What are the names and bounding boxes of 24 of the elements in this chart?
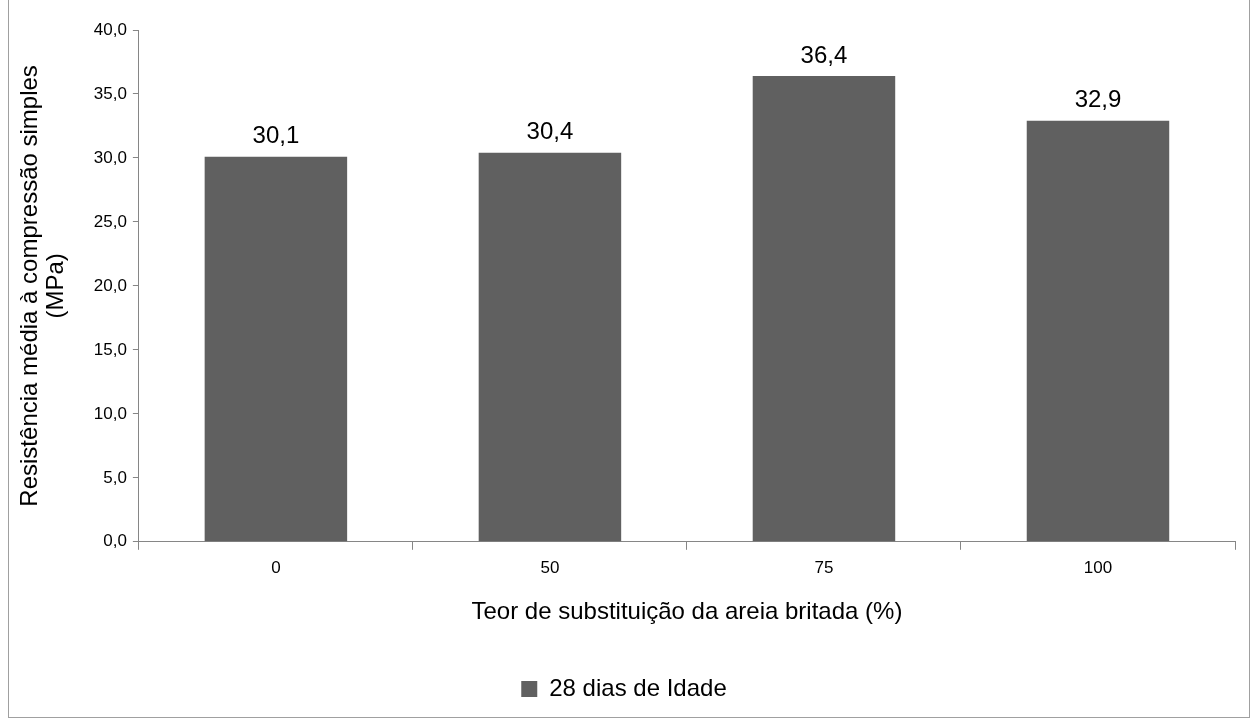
x-tick-label: 50 <box>540 557 560 577</box>
data-label: 32,9 <box>1074 85 1122 113</box>
y-tick-label: 40,0 <box>93 19 127 39</box>
x-tick-label: 100 <box>1083 557 1113 577</box>
y-tick-label: 0,0 <box>103 531 127 551</box>
y-tick-label: 35,0 <box>93 83 127 103</box>
bar <box>752 76 896 542</box>
legend-label: 28 dias de Idade <box>549 673 727 701</box>
data-label: 30,4 <box>526 117 574 145</box>
y-tick-label: 25,0 <box>93 211 127 231</box>
x-axis-title: Teor de substituição da areia britada (%) <box>471 597 903 625</box>
y-tick-label: 5,0 <box>103 467 127 487</box>
x-tick-label: 0 <box>271 557 281 577</box>
data-label: 30,1 <box>252 121 300 149</box>
y-tick-label: 30,0 <box>93 147 127 167</box>
y-tick-label: 15,0 <box>93 339 127 359</box>
data-label: 36,4 <box>800 40 848 68</box>
y-axis-title: Resistência média à compressão simples (MPa) <box>14 65 69 507</box>
bar <box>1026 120 1170 542</box>
bar <box>478 152 622 542</box>
y-tick-label: 10,0 <box>93 403 127 423</box>
bar <box>204 156 348 542</box>
y-tick-label: 20,0 <box>93 275 127 295</box>
x-tick-label: 75 <box>814 557 834 577</box>
